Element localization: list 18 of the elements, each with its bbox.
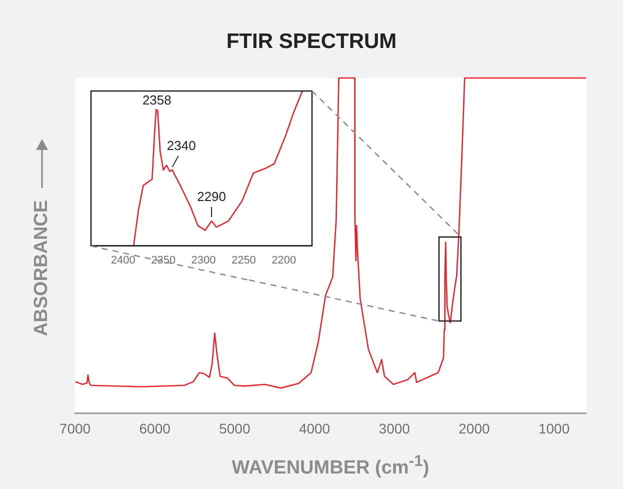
chart-title: FTIR SPECTRUM [225,30,398,54]
annotation: 2290 [197,189,226,204]
x-tick-label: 6000 [139,420,171,436]
annotation: 2340 [166,138,196,154]
x-tick-label: 2300 [191,254,216,266]
x-tick-label: 3000 [378,420,410,436]
x-tick-label: 2250 [231,254,256,266]
annotation: 2358 [142,92,172,108]
x-tick-label: 7000 [59,420,91,436]
x-tick-label: 2000 [458,420,490,436]
x-tick-label: 5000 [219,420,250,436]
x-tick-label: 1000 [538,420,570,436]
y-axis-title: ABSORBANCE [31,200,53,336]
x-tick-label: 2400 [110,254,136,266]
x-axis-title: WAVENUMBER (cm$^{-1}$) [230,453,430,480]
x-tick-label: 2350 [151,254,176,266]
x-tick-label: 4000 [298,420,330,436]
x-tick-label: 2200 [272,254,296,266]
